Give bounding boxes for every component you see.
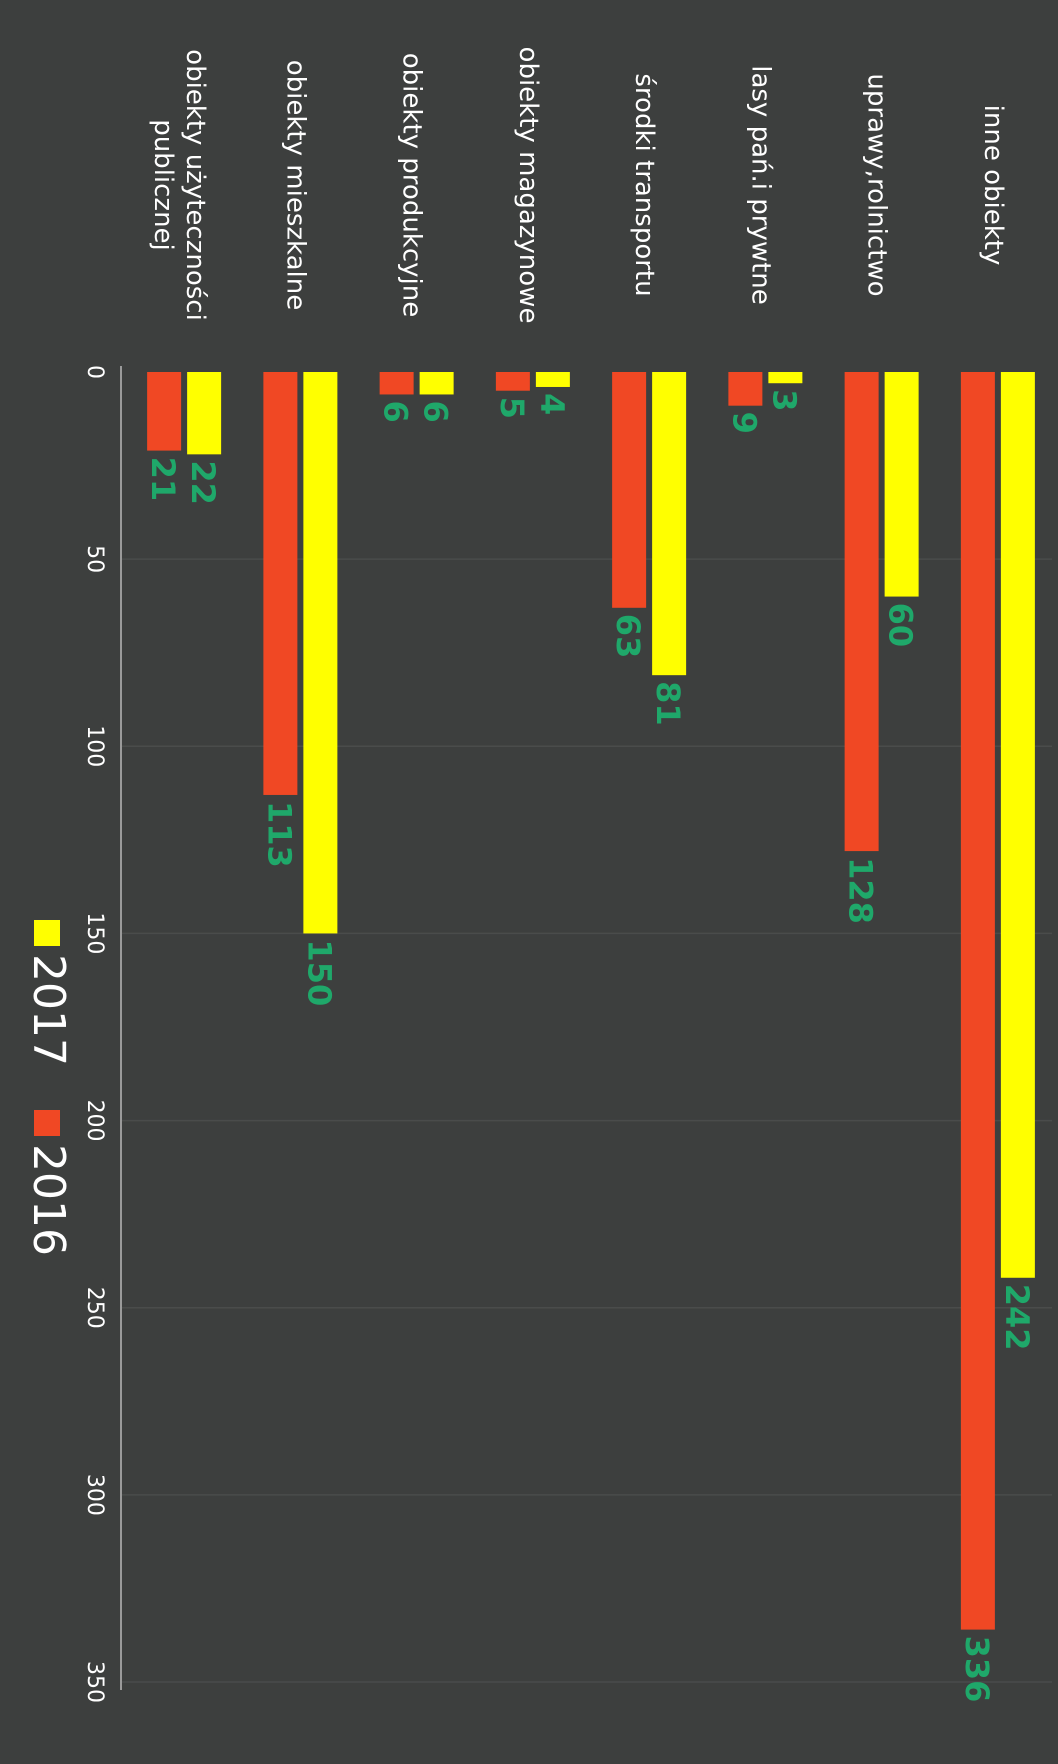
- data-label: 63: [609, 614, 647, 659]
- x-tick-label: 0: [82, 365, 107, 379]
- data-label: 5: [493, 397, 531, 419]
- bar-2016: [844, 372, 879, 852]
- bar-2017: [303, 372, 338, 934]
- category-label: lasy pań.i prywtne: [745, 65, 775, 305]
- bar-2017: [535, 372, 570, 387]
- data-label: 21: [144, 457, 182, 502]
- data-label: 113: [260, 801, 298, 868]
- data-label: 6: [377, 400, 415, 422]
- data-label: 336: [958, 1636, 996, 1703]
- rotated-chart-group: 0 50 100 150 200 250 300 350 inne obiekty 242 336 u…: [23, 47, 1052, 1703]
- bar-2016: [612, 372, 647, 608]
- x-tick-label: 350: [82, 1661, 107, 1703]
- data-label: 60: [882, 603, 920, 648]
- data-label: 3: [765, 389, 803, 411]
- bar-2016: [379, 372, 414, 395]
- data-label: 4: [533, 393, 571, 415]
- bar-2016: [960, 372, 995, 1630]
- data-label: 9: [725, 412, 763, 434]
- data-label: 22: [184, 460, 222, 505]
- bar-2017: [884, 372, 919, 597]
- data-label: 6: [417, 400, 455, 422]
- bar-2017: [768, 372, 803, 384]
- category-label: obiekty produkcyjne: [397, 53, 427, 317]
- x-tick-label: 50: [82, 545, 107, 573]
- bar-2017: [652, 372, 687, 676]
- data-label: 150: [300, 939, 338, 1006]
- bar-2017: [419, 372, 454, 395]
- data-label: 128: [842, 857, 880, 924]
- x-tick-label: 300: [82, 1474, 107, 1516]
- x-tick-label: 100: [82, 725, 107, 767]
- data-label: 242: [998, 1284, 1036, 1351]
- bar-2017: [187, 372, 222, 455]
- category-label: obiekty mieszkalne: [280, 60, 310, 311]
- bar-2016: [147, 372, 182, 451]
- legend-label-2017: 2017: [23, 954, 74, 1066]
- legend-swatch-2016: [34, 1110, 60, 1136]
- category-label: obiekty magazynowe: [513, 47, 543, 324]
- category-label: inne obiekty: [978, 105, 1008, 266]
- bar-2017: [1000, 372, 1035, 1278]
- bar-2016: [263, 372, 298, 795]
- legend-swatch-2017: [34, 920, 60, 946]
- x-tick-label: 250: [82, 1287, 107, 1329]
- legend-label-2016: 2016: [23, 1144, 74, 1256]
- category-label: uprawy,rolnictwo: [862, 73, 892, 296]
- data-label: 81: [649, 681, 687, 726]
- x-tick-label: 200: [82, 1100, 107, 1142]
- category-label: obiekty użytecznościpublicznej: [148, 49, 210, 321]
- category-label: środki transportu: [629, 73, 659, 296]
- bar-2016: [495, 372, 530, 391]
- x-tick-label: 150: [82, 912, 107, 954]
- bar-2016: [728, 372, 763, 406]
